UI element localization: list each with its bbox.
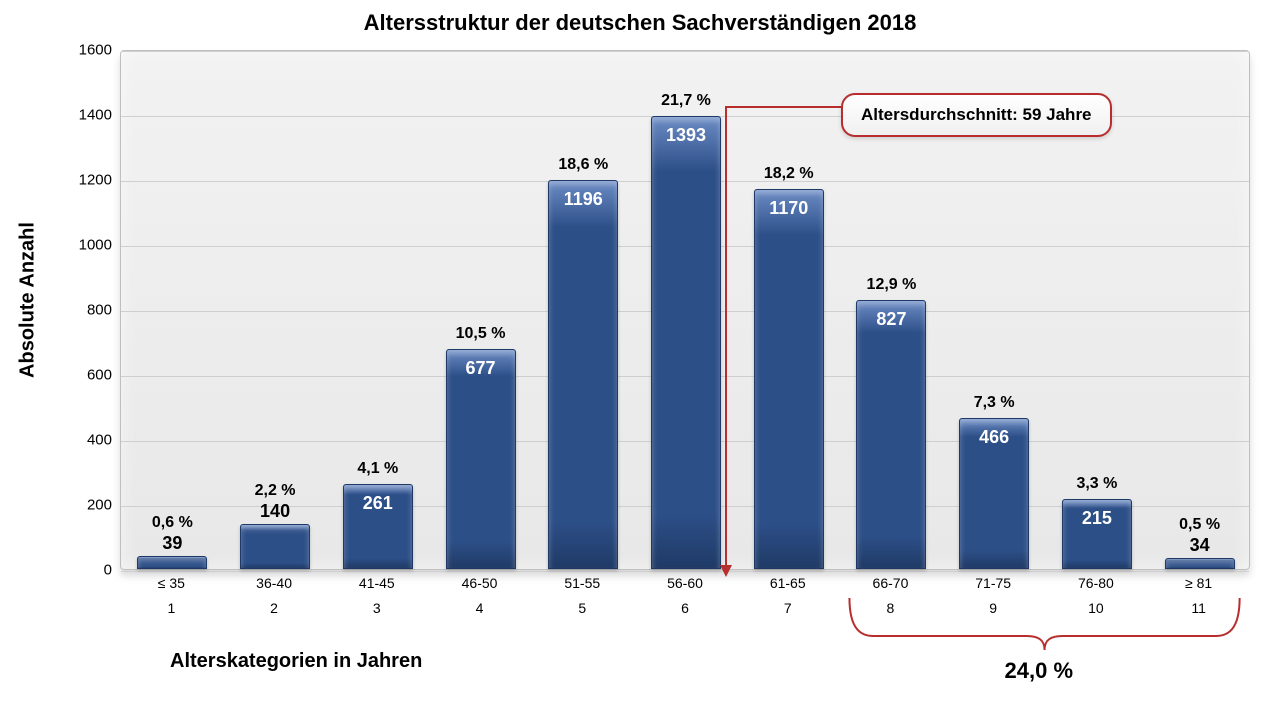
bar-percent-label: 12,9 % [849, 276, 933, 294]
gridline [121, 571, 1249, 572]
bar-slot: 139321,7 % [651, 49, 721, 569]
bar-value-label: 140 [240, 501, 310, 522]
bar [240, 524, 310, 570]
bar-slot: 1402,2 % [240, 49, 310, 569]
bar-percent-label: 18,6 % [541, 156, 625, 174]
x-index-label: 5 [532, 600, 632, 616]
average-age-callout: Altersdurchschnitt: 59 Jahre [841, 93, 1112, 137]
x-index-label: 2 [224, 600, 324, 616]
x-index-label: 11 [1149, 600, 1249, 616]
bar-value-label: 261 [343, 493, 413, 514]
bar-percent-label: 10,5 % [439, 325, 523, 343]
bar [446, 349, 516, 569]
bar-percent-label: 4,1 % [336, 460, 420, 478]
callout-arrow [725, 106, 727, 567]
chart-title: Altersstruktur der deutschen Sachverstän… [0, 0, 1280, 36]
x-category-label: 76-80 [1046, 575, 1146, 591]
x-category-label: ≥ 81 [1149, 575, 1249, 591]
y-tick-label: 400 [0, 432, 112, 449]
bar-slot: 390,6 % [137, 49, 207, 569]
y-tick-label: 800 [0, 302, 112, 319]
plot-area: 390,6 %1402,2 %2614,1 %67710,5 %119618,6… [120, 50, 1250, 570]
bar-percent-label: 7,3 % [952, 394, 1036, 412]
bar-value-label: 1196 [548, 189, 618, 210]
bar [651, 116, 721, 569]
x-index-label: 9 [943, 600, 1043, 616]
bar-slot: 67710,5 % [446, 49, 516, 569]
x-category-label: ≤ 35 [121, 575, 221, 591]
bar-value-label: 827 [856, 309, 926, 330]
bar-value-label: 1170 [754, 198, 824, 219]
x-index-label: 10 [1046, 600, 1146, 616]
callout-text: Altersdurchschnitt: 59 Jahre [861, 105, 1092, 124]
bar-value-label: 39 [137, 533, 207, 554]
bar-percent-label: 0,6 % [130, 514, 214, 532]
x-category-label: 41-45 [327, 575, 427, 591]
bar-value-label: 1393 [651, 125, 721, 146]
bar-percent-label: 21,7 % [644, 92, 728, 110]
bar [548, 180, 618, 569]
bar-slot: 119618,6 % [548, 49, 618, 569]
bar-slot: 117018,2 % [754, 49, 824, 569]
y-tick-label: 1200 [0, 172, 112, 189]
x-index-label: 6 [635, 600, 735, 616]
bar-value-label: 34 [1165, 535, 1235, 556]
x-index-label: 4 [430, 600, 530, 616]
bar-percent-label: 2,2 % [233, 482, 317, 500]
x-index-label: 7 [738, 600, 838, 616]
bar-slot: 340,5 % [1165, 49, 1235, 569]
y-tick-label: 200 [0, 497, 112, 514]
bar [856, 300, 926, 569]
bar-value-label: 466 [959, 427, 1029, 448]
x-category-label: 51-55 [532, 575, 632, 591]
y-tick-label: 600 [0, 367, 112, 384]
x-index-label: 1 [121, 600, 221, 616]
x-category-label: 46-50 [430, 575, 530, 591]
bar-slot: 2614,1 % [343, 49, 413, 569]
bar-value-label: 215 [1062, 508, 1132, 529]
x-category-label: 66-70 [840, 575, 940, 591]
y-tick-label: 1000 [0, 237, 112, 254]
bar-value-label: 677 [446, 358, 516, 379]
x-category-label: 61-65 [738, 575, 838, 591]
bar [1165, 558, 1235, 569]
x-category-label: 71-75 [943, 575, 1043, 591]
y-tick-label: 1600 [0, 42, 112, 59]
x-category-label: 56-60 [635, 575, 735, 591]
x-axis-title: Alterskategorien in Jahren [170, 650, 422, 673]
bar-percent-label: 3,3 % [1055, 475, 1139, 493]
x-category-label: 36-40 [224, 575, 324, 591]
bracket-label: 24,0 % [1005, 658, 1074, 684]
bar [137, 556, 207, 569]
x-index-label: 8 [840, 600, 940, 616]
callout-connector-h [725, 106, 841, 108]
bar-percent-label: 0,5 % [1158, 516, 1242, 534]
y-tick-label: 0 [0, 562, 112, 579]
bar [754, 189, 824, 569]
y-tick-label: 1400 [0, 107, 112, 124]
bar-percent-label: 18,2 % [747, 165, 831, 183]
x-index-label: 3 [327, 600, 427, 616]
